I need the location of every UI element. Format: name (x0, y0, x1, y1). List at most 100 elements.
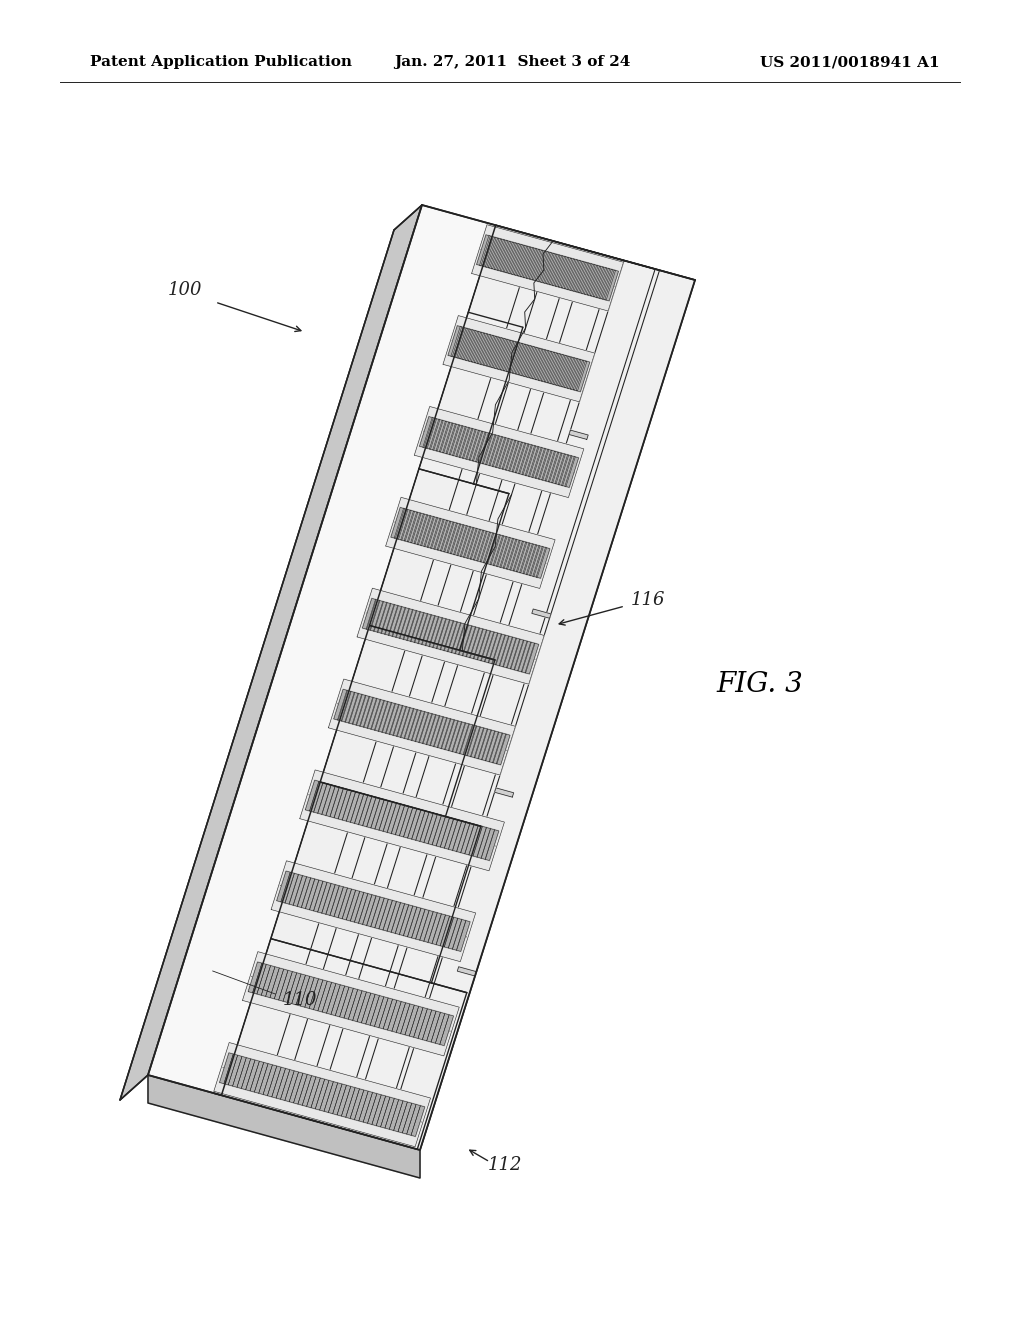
Polygon shape (345, 693, 358, 723)
Polygon shape (403, 906, 417, 937)
Polygon shape (493, 437, 506, 467)
Polygon shape (443, 315, 595, 401)
Polygon shape (374, 602, 387, 632)
Polygon shape (529, 249, 543, 280)
Polygon shape (341, 1086, 355, 1117)
Polygon shape (314, 251, 615, 1129)
Polygon shape (444, 818, 458, 849)
Polygon shape (317, 784, 332, 814)
Polygon shape (497, 240, 511, 271)
Polygon shape (261, 236, 659, 1140)
Polygon shape (292, 974, 305, 1005)
Polygon shape (271, 861, 476, 962)
Polygon shape (427, 517, 441, 548)
Polygon shape (567, 359, 581, 389)
Polygon shape (488, 337, 503, 368)
Polygon shape (370, 601, 384, 631)
Polygon shape (430, 519, 444, 549)
Polygon shape (327, 983, 340, 1014)
Polygon shape (422, 1010, 436, 1040)
Polygon shape (531, 609, 551, 618)
Polygon shape (410, 1006, 423, 1038)
Polygon shape (385, 605, 398, 635)
Polygon shape (488, 733, 503, 763)
Polygon shape (541, 351, 555, 381)
Polygon shape (436, 421, 450, 451)
Polygon shape (358, 795, 372, 825)
Polygon shape (309, 979, 323, 1010)
Polygon shape (569, 260, 584, 292)
Polygon shape (452, 623, 465, 653)
Polygon shape (285, 874, 299, 904)
Polygon shape (455, 624, 469, 655)
Polygon shape (503, 242, 516, 273)
Polygon shape (352, 694, 366, 725)
Polygon shape (400, 511, 415, 541)
Polygon shape (492, 338, 505, 368)
Polygon shape (338, 690, 351, 721)
Polygon shape (426, 714, 440, 746)
Polygon shape (378, 701, 392, 733)
Polygon shape (510, 639, 524, 669)
Polygon shape (408, 710, 421, 741)
Polygon shape (509, 342, 523, 374)
Polygon shape (440, 620, 454, 651)
Polygon shape (483, 335, 497, 366)
Polygon shape (558, 455, 572, 486)
Polygon shape (542, 450, 555, 480)
Polygon shape (228, 1055, 242, 1086)
Polygon shape (350, 1089, 364, 1119)
Polygon shape (424, 912, 437, 942)
Polygon shape (379, 800, 392, 832)
Polygon shape (523, 248, 537, 279)
Polygon shape (452, 722, 466, 752)
Polygon shape (485, 830, 499, 861)
Polygon shape (503, 539, 517, 569)
Polygon shape (300, 977, 314, 1007)
Polygon shape (293, 875, 307, 907)
Polygon shape (420, 911, 433, 941)
Polygon shape (424, 813, 437, 843)
Polygon shape (481, 829, 495, 859)
Polygon shape (469, 430, 482, 461)
Polygon shape (470, 727, 484, 758)
Polygon shape (502, 440, 516, 470)
Polygon shape (313, 783, 328, 813)
Polygon shape (367, 698, 381, 729)
Polygon shape (449, 820, 462, 850)
Polygon shape (518, 345, 531, 376)
Polygon shape (387, 803, 400, 833)
Polygon shape (466, 627, 479, 657)
Polygon shape (526, 248, 540, 280)
Polygon shape (485, 337, 500, 367)
Polygon shape (294, 1073, 307, 1104)
Polygon shape (148, 1074, 420, 1177)
Polygon shape (460, 527, 474, 557)
Polygon shape (446, 424, 460, 454)
Polygon shape (529, 348, 543, 379)
Polygon shape (367, 797, 380, 828)
Polygon shape (486, 533, 501, 565)
Polygon shape (506, 441, 519, 471)
Polygon shape (415, 711, 429, 742)
Polygon shape (371, 799, 384, 829)
Polygon shape (334, 788, 347, 818)
Polygon shape (485, 731, 499, 762)
Polygon shape (453, 821, 466, 851)
Polygon shape (392, 607, 406, 638)
Polygon shape (420, 812, 433, 842)
Polygon shape (503, 341, 517, 372)
Polygon shape (279, 242, 655, 1139)
Polygon shape (555, 454, 568, 484)
Polygon shape (479, 236, 494, 267)
Polygon shape (335, 986, 349, 1016)
Polygon shape (472, 432, 486, 462)
Polygon shape (596, 268, 609, 298)
Polygon shape (372, 1094, 386, 1126)
Polygon shape (564, 259, 578, 289)
Polygon shape (317, 981, 332, 1012)
Polygon shape (379, 899, 392, 931)
Polygon shape (400, 1005, 415, 1035)
Polygon shape (512, 442, 525, 473)
Polygon shape (567, 260, 581, 290)
